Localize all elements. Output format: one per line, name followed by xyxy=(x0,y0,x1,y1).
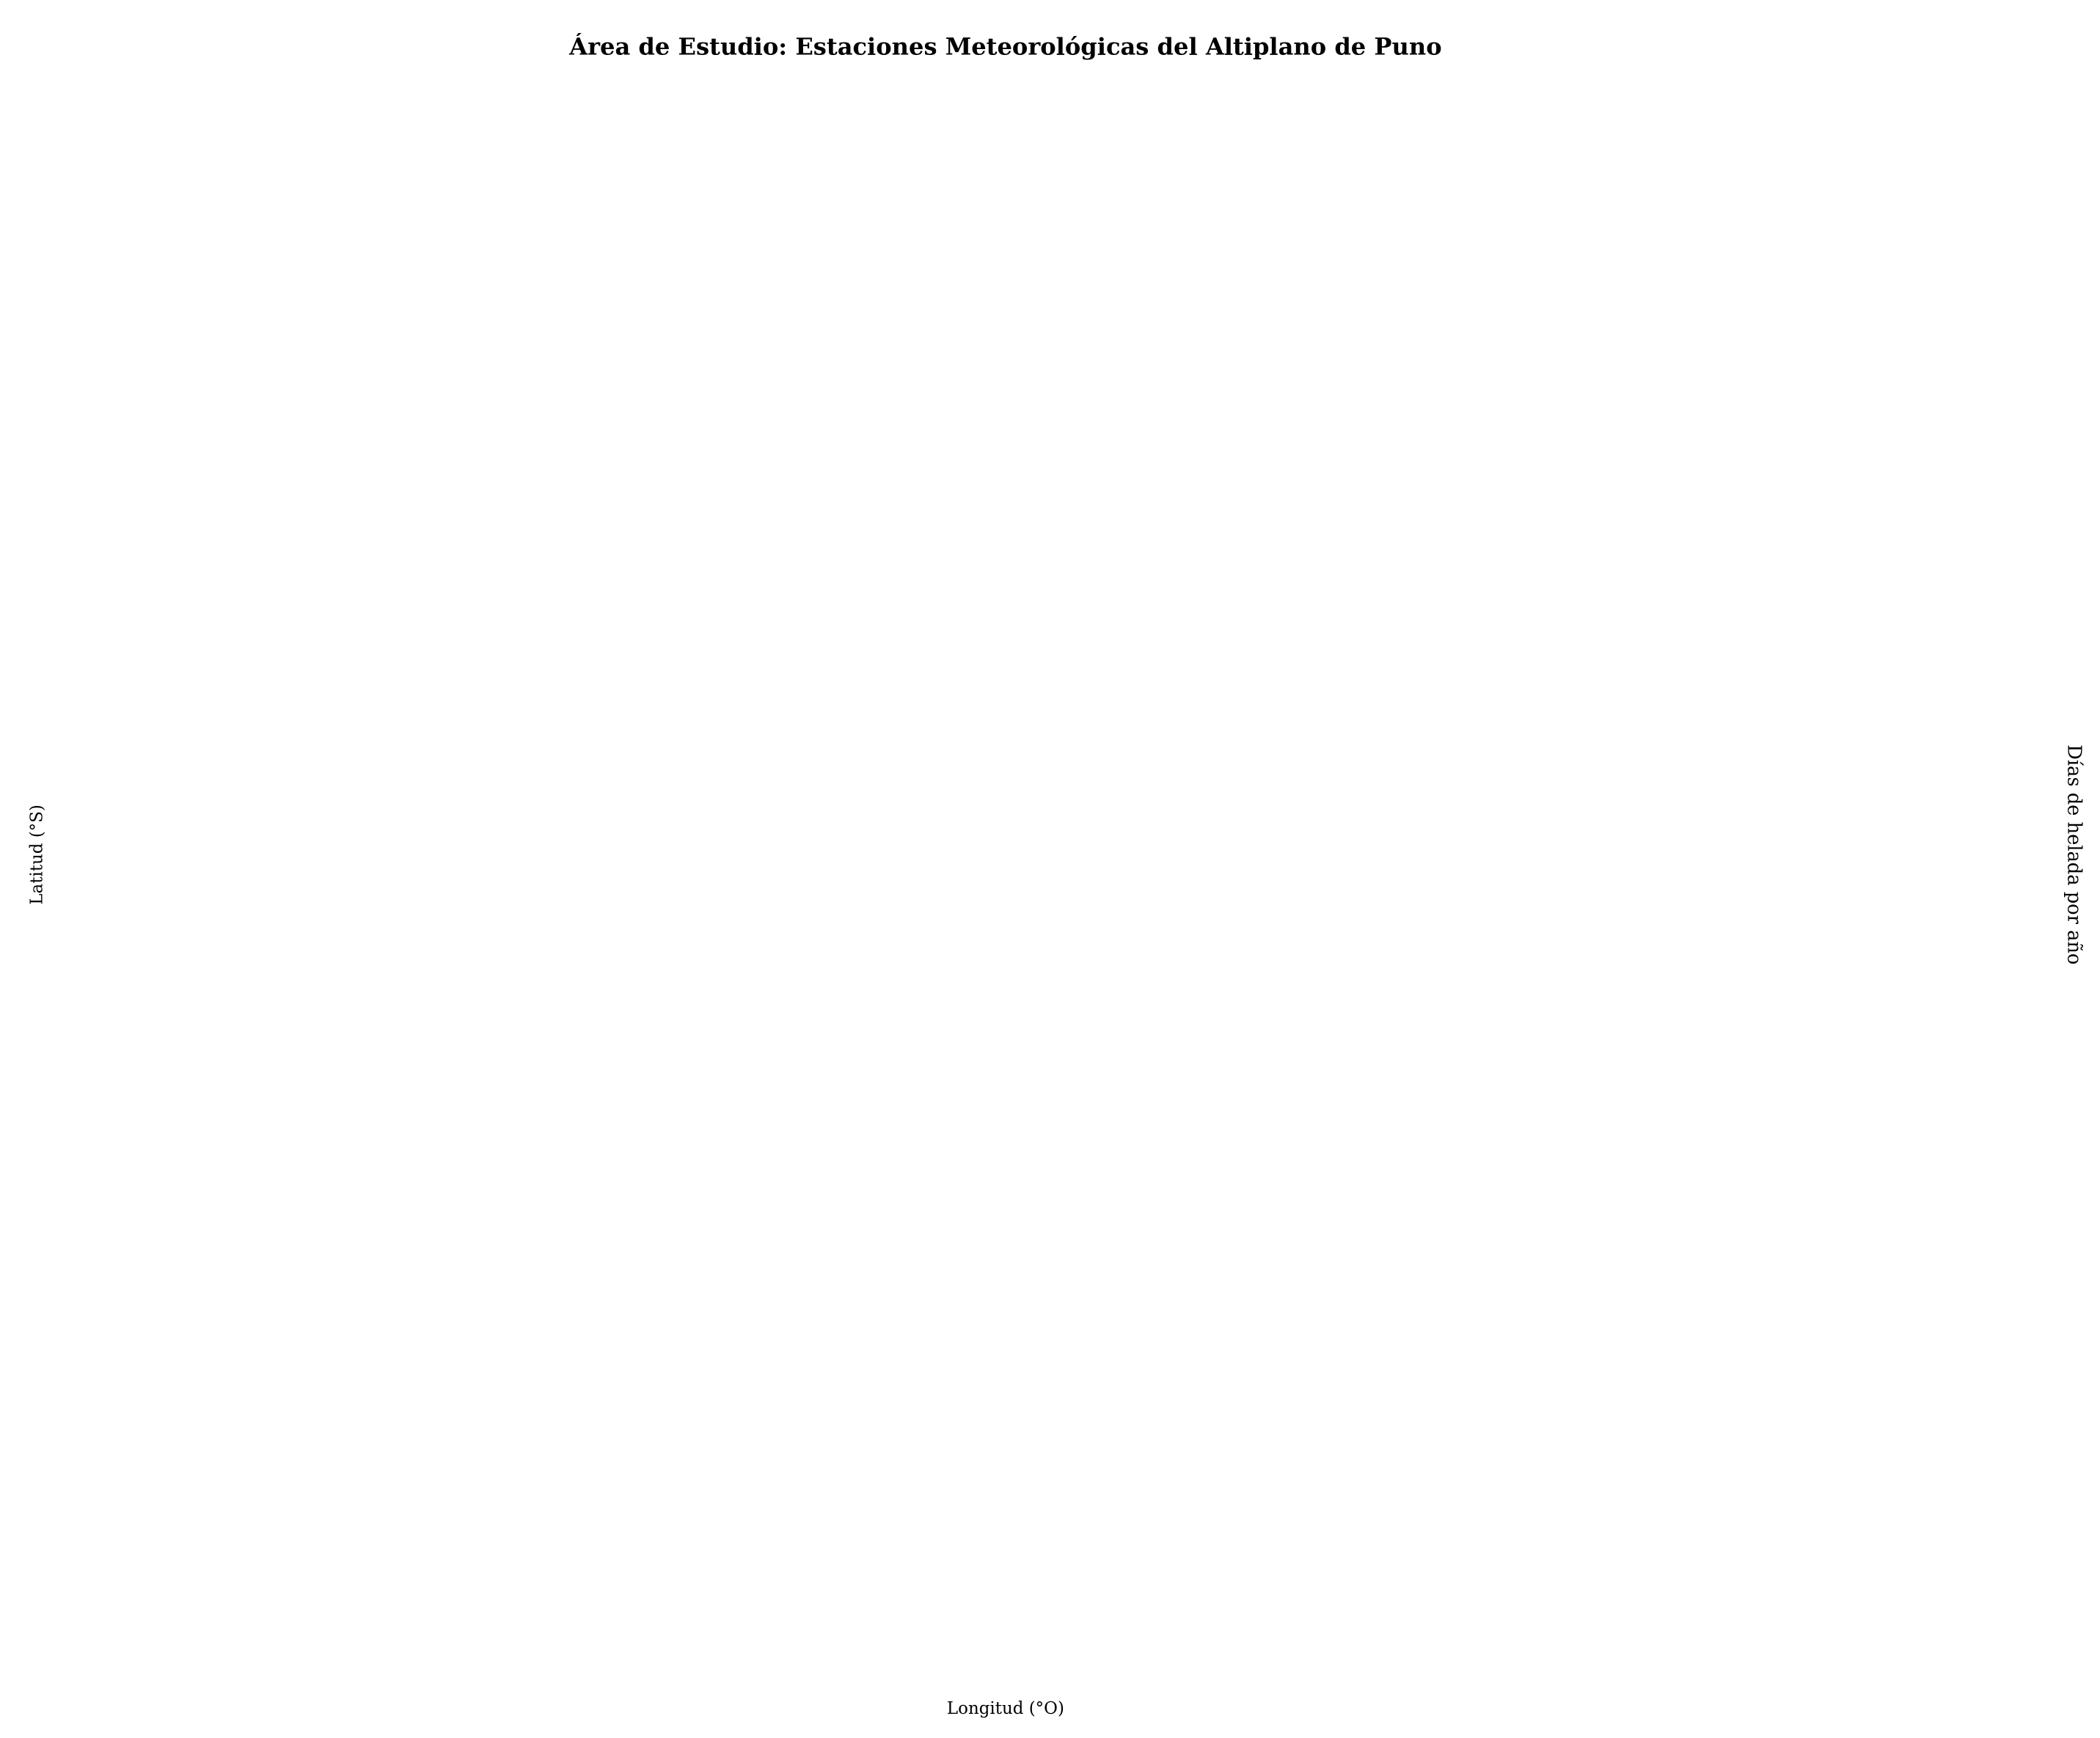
colorbar-label: Días de helada por año xyxy=(2063,744,2085,964)
y-axis-label: Latitud (°S) xyxy=(27,804,46,905)
chart-title: Área de Estudio: Estaciones Meteorológic… xyxy=(568,33,1441,61)
x-axis-label: Longitud (°O) xyxy=(947,1699,1064,1718)
plot-area xyxy=(183,81,1829,1629)
plot-frame-bg xyxy=(183,81,1829,1629)
